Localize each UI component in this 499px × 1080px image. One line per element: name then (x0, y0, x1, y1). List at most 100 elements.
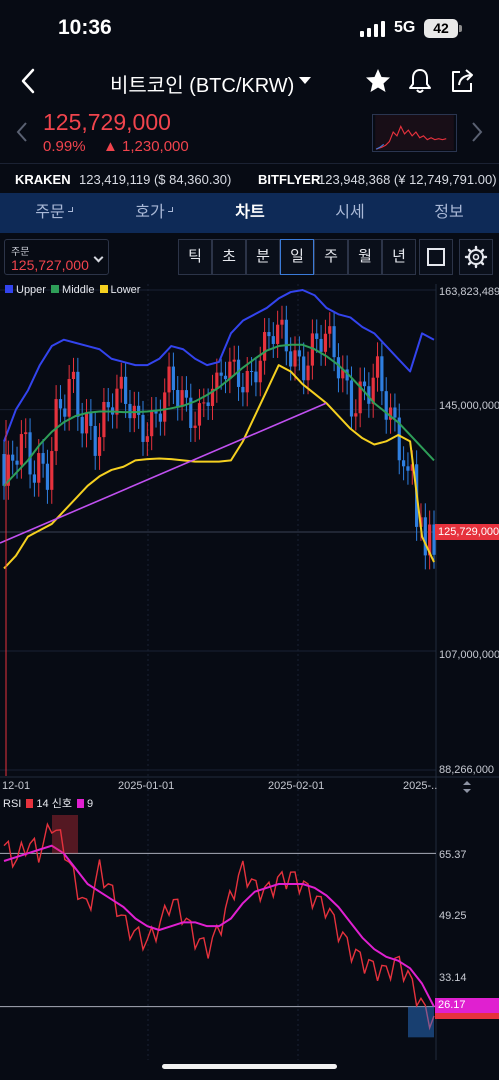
mini-chart[interactable] (372, 114, 457, 152)
cell-signal-icon (360, 21, 385, 37)
candle-body (423, 517, 427, 556)
middle-swatch (51, 285, 60, 293)
timeframe-tick[interactable]: 틱 (178, 239, 212, 275)
lower-swatch (99, 285, 108, 293)
candle-body (84, 413, 89, 434)
candle-body (189, 397, 193, 428)
fullscreen-button[interactable] (419, 239, 453, 275)
signal-swatch (77, 799, 85, 808)
price-tick: 163,823,489 (439, 286, 499, 298)
candle-body (280, 319, 284, 325)
settings-button[interactable] (459, 239, 493, 275)
candle-body (210, 388, 215, 406)
price-chart[interactable] (0, 280, 499, 1080)
legend-middle: Middle (62, 284, 95, 296)
candle-body (158, 413, 162, 422)
candle-body (197, 403, 202, 426)
timeframe-minute[interactable]: 분 (246, 239, 280, 275)
bell-icon[interactable] (405, 66, 435, 96)
candle-body (97, 437, 102, 456)
back-arrow-icon[interactable] (14, 66, 44, 96)
chevron-down-icon[interactable] (299, 77, 311, 84)
tab-market-label: 시세 (335, 204, 365, 221)
candle-body (276, 324, 280, 344)
candle-body (341, 369, 345, 379)
gear-icon (464, 245, 488, 269)
rsi-legend: RSI 14 신호 9 (3, 795, 93, 811)
timeframe-day[interactable]: 일 (280, 239, 314, 275)
tab-market[interactable]: 시세 (320, 193, 380, 233)
bollinger-legend: Upper Middle Lower (3, 284, 140, 296)
trend-line (0, 402, 327, 544)
timeframe-month[interactable]: 월 (348, 239, 382, 275)
battery-icon: 42 (424, 19, 458, 38)
candle-body (362, 381, 367, 387)
candle-body (54, 399, 58, 452)
candle-body (50, 451, 54, 490)
tab-chart[interactable]: 차트 (220, 193, 280, 233)
home-indicator[interactable] (162, 1064, 337, 1069)
candle-body (167, 366, 171, 393)
candle-body (206, 402, 210, 406)
rsi-overbought-fill (52, 815, 78, 854)
battery-tip (459, 25, 462, 32)
order-price-select[interactable]: 주문 125,727,000 (4, 239, 109, 275)
tab-info[interactable]: 정보 (419, 193, 479, 233)
rsi-signal-label: 신호 (51, 798, 72, 810)
chevron-right-icon[interactable] (467, 120, 487, 144)
tab-order-mark (68, 207, 73, 212)
rsi-signal-period: 9 (87, 798, 94, 810)
current-price-tag: 125,729,000 (435, 524, 499, 540)
candle-body (367, 386, 371, 404)
lower-band-line (3, 364, 435, 570)
rsi-signal-line (3, 844, 435, 1008)
candle-body (37, 453, 41, 483)
candle-body (289, 351, 293, 367)
tab-orderbook[interactable]: 호가 (120, 193, 180, 233)
tab-orderbook-mark (168, 207, 173, 212)
change-percent: 0.99% (43, 138, 86, 155)
exchange-name-bitflyer: BITFLYER (258, 172, 321, 187)
rsi-tick: 49.25 (439, 910, 467, 922)
page-title[interactable]: 비트코인 (BTC/KRW) (110, 75, 295, 97)
candle-body (202, 402, 206, 404)
exchange-prices: KRAKEN 123,419,119 ($ 84,360.30) BITFLYE… (0, 163, 499, 193)
candle-body (388, 407, 393, 420)
candle-body (89, 413, 93, 426)
chevron-left-icon[interactable] (12, 120, 32, 144)
rsi-current-tag: 26.17 (435, 998, 499, 1013)
candle-body (71, 371, 76, 380)
candle-body (119, 376, 123, 389)
upper-swatch (5, 285, 13, 293)
rsi-period: 14 (36, 798, 49, 810)
tab-order[interactable]: 주문 (20, 193, 80, 233)
timeframe-year[interactable]: 년 (382, 239, 416, 275)
candle-body (193, 425, 197, 428)
candle-body (215, 372, 219, 389)
star-icon[interactable] (363, 66, 393, 96)
candle-body (371, 377, 375, 404)
tab-orderbook-label: 호가 (135, 204, 165, 221)
candle-body (354, 413, 358, 417)
candle-body (15, 460, 19, 465)
candle-body (115, 388, 119, 415)
legend-upper: Upper (16, 284, 46, 296)
scale-toggle-icon[interactable] (462, 780, 472, 794)
candle-body (241, 386, 245, 393)
share-icon[interactable] (447, 66, 477, 96)
candle-body (184, 390, 189, 398)
date-tick: 2025-02-01 (268, 780, 325, 792)
candle-body (228, 361, 232, 380)
candle-body (267, 332, 271, 337)
candle-body (258, 360, 262, 383)
timeframe-week[interactable]: 주 (314, 239, 348, 275)
timeframe-second[interactable]: 초 (212, 239, 246, 275)
candle-body (150, 411, 154, 437)
main-tabs: 주문 호가 차트 시세 정보 (0, 193, 499, 233)
candle-body (45, 463, 50, 490)
rsi-tick: 65.37 (439, 849, 467, 861)
tab-chart-label: 차트 (235, 204, 265, 221)
date-tick: 2025-.. (403, 780, 438, 792)
rsi-oversold-fill (408, 1006, 434, 1038)
candle-body (145, 436, 149, 442)
